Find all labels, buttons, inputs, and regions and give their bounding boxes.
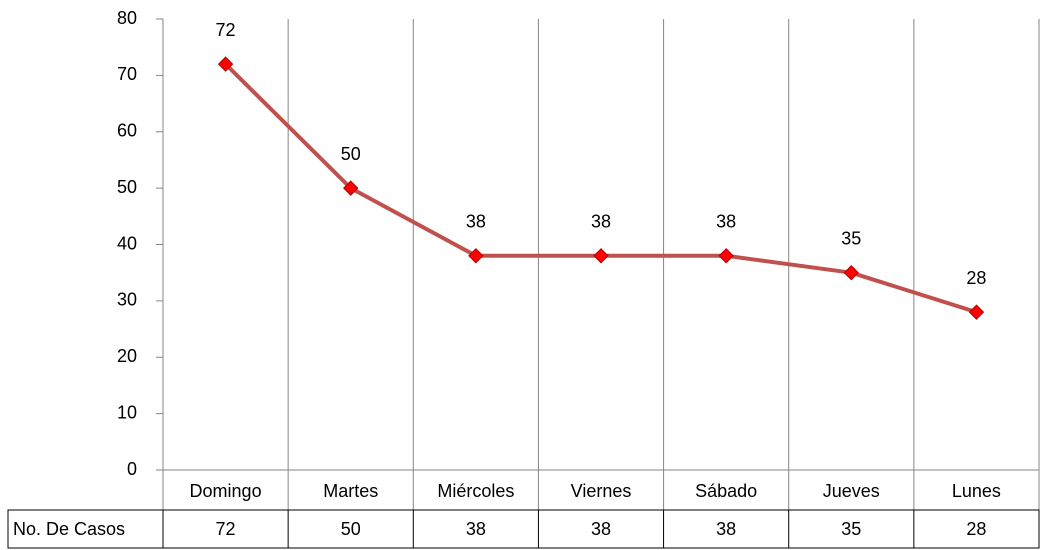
- data-label: 38: [591, 212, 611, 232]
- table-value: 72: [216, 519, 236, 539]
- data-point: [468, 248, 484, 264]
- series-line: [224, 62, 978, 315]
- y-tick-label: 0: [127, 459, 137, 479]
- data-point: [843, 264, 859, 281]
- y-tick-label: 40: [117, 233, 137, 253]
- data-point: [593, 248, 609, 264]
- data-label: 38: [466, 212, 486, 232]
- x-tick-label: Domingo: [190, 481, 262, 501]
- y-tick-label: 20: [117, 346, 137, 366]
- table-value: 38: [716, 519, 736, 539]
- data-label: 28: [966, 268, 986, 288]
- x-tick-label: Miércoles: [437, 481, 514, 501]
- table-value: 38: [466, 519, 486, 539]
- table-value: 50: [341, 519, 361, 539]
- data-label: 50: [341, 144, 361, 164]
- table-series-name: No. De Casos: [13, 519, 125, 539]
- data-label: 38: [716, 212, 736, 232]
- table-value: 38: [591, 519, 611, 539]
- data-point: [217, 56, 234, 72]
- table-border: [7, 509, 1040, 549]
- data-point: [718, 248, 734, 264]
- data-label: 72: [216, 20, 236, 40]
- table-value: 35: [841, 519, 861, 539]
- y-tick-label: 80: [117, 8, 137, 28]
- x-tick-label: Lunes: [952, 481, 1001, 501]
- data-point: [343, 180, 359, 196]
- y-tick-label: 60: [117, 121, 137, 141]
- y-tick-label: 10: [117, 402, 137, 422]
- x-tick-label: Jueves: [823, 481, 880, 501]
- y-tick-label: 70: [117, 64, 137, 84]
- y-tick-label: 50: [117, 177, 137, 197]
- x-tick-label: Sábado: [695, 481, 757, 501]
- x-tick-label: Martes: [323, 481, 378, 501]
- table-value: 28: [966, 519, 986, 539]
- y-tick-label: 30: [117, 290, 137, 310]
- data-point: [968, 304, 985, 320]
- x-tick-label: Viernes: [571, 481, 632, 501]
- data-label: 35: [841, 228, 861, 248]
